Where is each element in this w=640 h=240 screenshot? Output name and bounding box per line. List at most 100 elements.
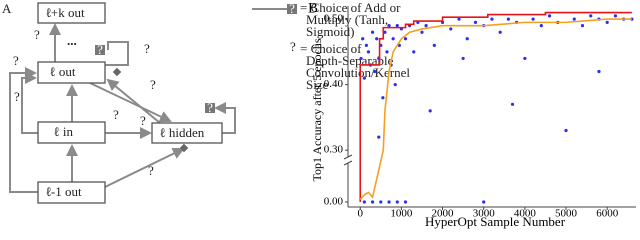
legend-icon-label: ? — [289, 1, 295, 16]
edge — [89, 82, 172, 123]
point — [379, 200, 383, 204]
node — [37, 2, 106, 24]
node-label: ℓ hidden — [159, 125, 205, 140]
point — [457, 17, 461, 21]
x-tick-label: 4000 — [514, 208, 537, 220]
point — [387, 24, 391, 28]
point — [391, 37, 395, 41]
node — [151, 122, 223, 144]
conv-choice — [112, 67, 122, 77]
point — [506, 17, 511, 21]
point — [449, 27, 453, 31]
point — [465, 37, 469, 41]
legend-text: = Choice of Add or — [300, 0, 401, 15]
point — [432, 43, 436, 47]
point — [510, 102, 515, 106]
y-tick-label: 0.40 — [324, 78, 344, 90]
edge-label: ? — [34, 27, 40, 42]
edge — [214, 102, 236, 134]
point — [490, 17, 494, 21]
point — [564, 128, 568, 133]
panel-label: A — [2, 1, 12, 16]
choice-box — [95, 45, 105, 55]
point — [395, 200, 399, 204]
point — [377, 135, 381, 139]
point — [359, 56, 363, 61]
x-tick-label: 2000 — [432, 208, 455, 220]
choice-box-label: ? — [97, 42, 103, 57]
line — [359, 11, 632, 202]
figure: A ℓ+k out ℓ out ℓ in ℓ hidden ℓ-1 out ... ?… — [2, 0, 636, 229]
edge — [9, 67, 38, 193]
edge-label: ? — [150, 77, 156, 92]
choice-box-label: ? — [207, 100, 213, 115]
x-tick-label: 6000 — [596, 208, 619, 220]
edge-label: ? — [13, 53, 19, 68]
diagram: A ℓ+k out ℓ out ℓ in ℓ hidden ℓ-1 out ... ?… — [2, 0, 410, 204]
point — [393, 83, 397, 87]
conv-choice — [179, 143, 189, 153]
point — [424, 24, 428, 28]
ellipsis: ... — [67, 33, 77, 48]
panel-label: B — [308, 0, 318, 16]
point — [373, 69, 377, 74]
point — [482, 200, 486, 204]
legend-icon: ? — [290, 39, 296, 54]
point — [387, 200, 391, 204]
point — [381, 96, 385, 100]
legend-icon — [287, 4, 297, 14]
point — [362, 76, 366, 80]
node — [37, 61, 106, 84]
point — [362, 200, 366, 204]
point — [383, 30, 387, 34]
line — [359, 18, 632, 201]
choice-box — [205, 103, 215, 113]
edge — [21, 72, 38, 134]
x-axis-title: HyperOpt Sample Number — [425, 214, 566, 229]
point — [420, 30, 424, 34]
point — [428, 109, 432, 113]
edge — [104, 147, 185, 188]
point — [461, 56, 465, 61]
legend-text: = Choice of — [300, 41, 362, 56]
point — [361, 37, 365, 41]
y-tick-label: 0.30 — [324, 144, 344, 156]
node-label: ℓ-1 out — [45, 184, 82, 199]
point — [589, 14, 593, 18]
legend-text: Convolution/Kernel — [306, 65, 410, 80]
edge — [106, 78, 161, 124]
point — [597, 69, 601, 74]
x-tick-label: 0 — [357, 208, 363, 220]
edge — [105, 41, 129, 66]
point — [366, 50, 371, 54]
node-label: ℓ out — [49, 64, 76, 79]
point — [498, 30, 502, 34]
point — [385, 50, 389, 54]
y-tick-label: 0.00 — [324, 196, 344, 208]
point — [395, 24, 399, 28]
x-tick-label: 3000 — [473, 208, 496, 220]
point — [572, 17, 576, 21]
edge-label: ? — [14, 89, 20, 104]
node — [37, 181, 106, 204]
x-tick-label: 1000 — [390, 208, 413, 220]
point — [473, 20, 478, 24]
y-tick-label: 0.50 — [324, 13, 344, 25]
edge-label: ? — [144, 41, 150, 56]
chart: B HyperOpt Sample Number Top1 Accuracy a… — [308, 0, 636, 229]
point — [523, 56, 527, 61]
point — [403, 200, 408, 204]
point — [580, 24, 585, 28]
point — [605, 20, 609, 24]
node-label: ℓ in — [53, 124, 73, 139]
node — [37, 121, 106, 144]
point — [412, 50, 416, 54]
edge-label: ? — [140, 113, 146, 128]
point — [370, 30, 375, 34]
point — [547, 14, 552, 18]
edge-label: ? — [113, 107, 119, 122]
point — [403, 37, 408, 41]
point — [370, 200, 375, 204]
point — [539, 24, 543, 28]
point — [613, 14, 618, 18]
